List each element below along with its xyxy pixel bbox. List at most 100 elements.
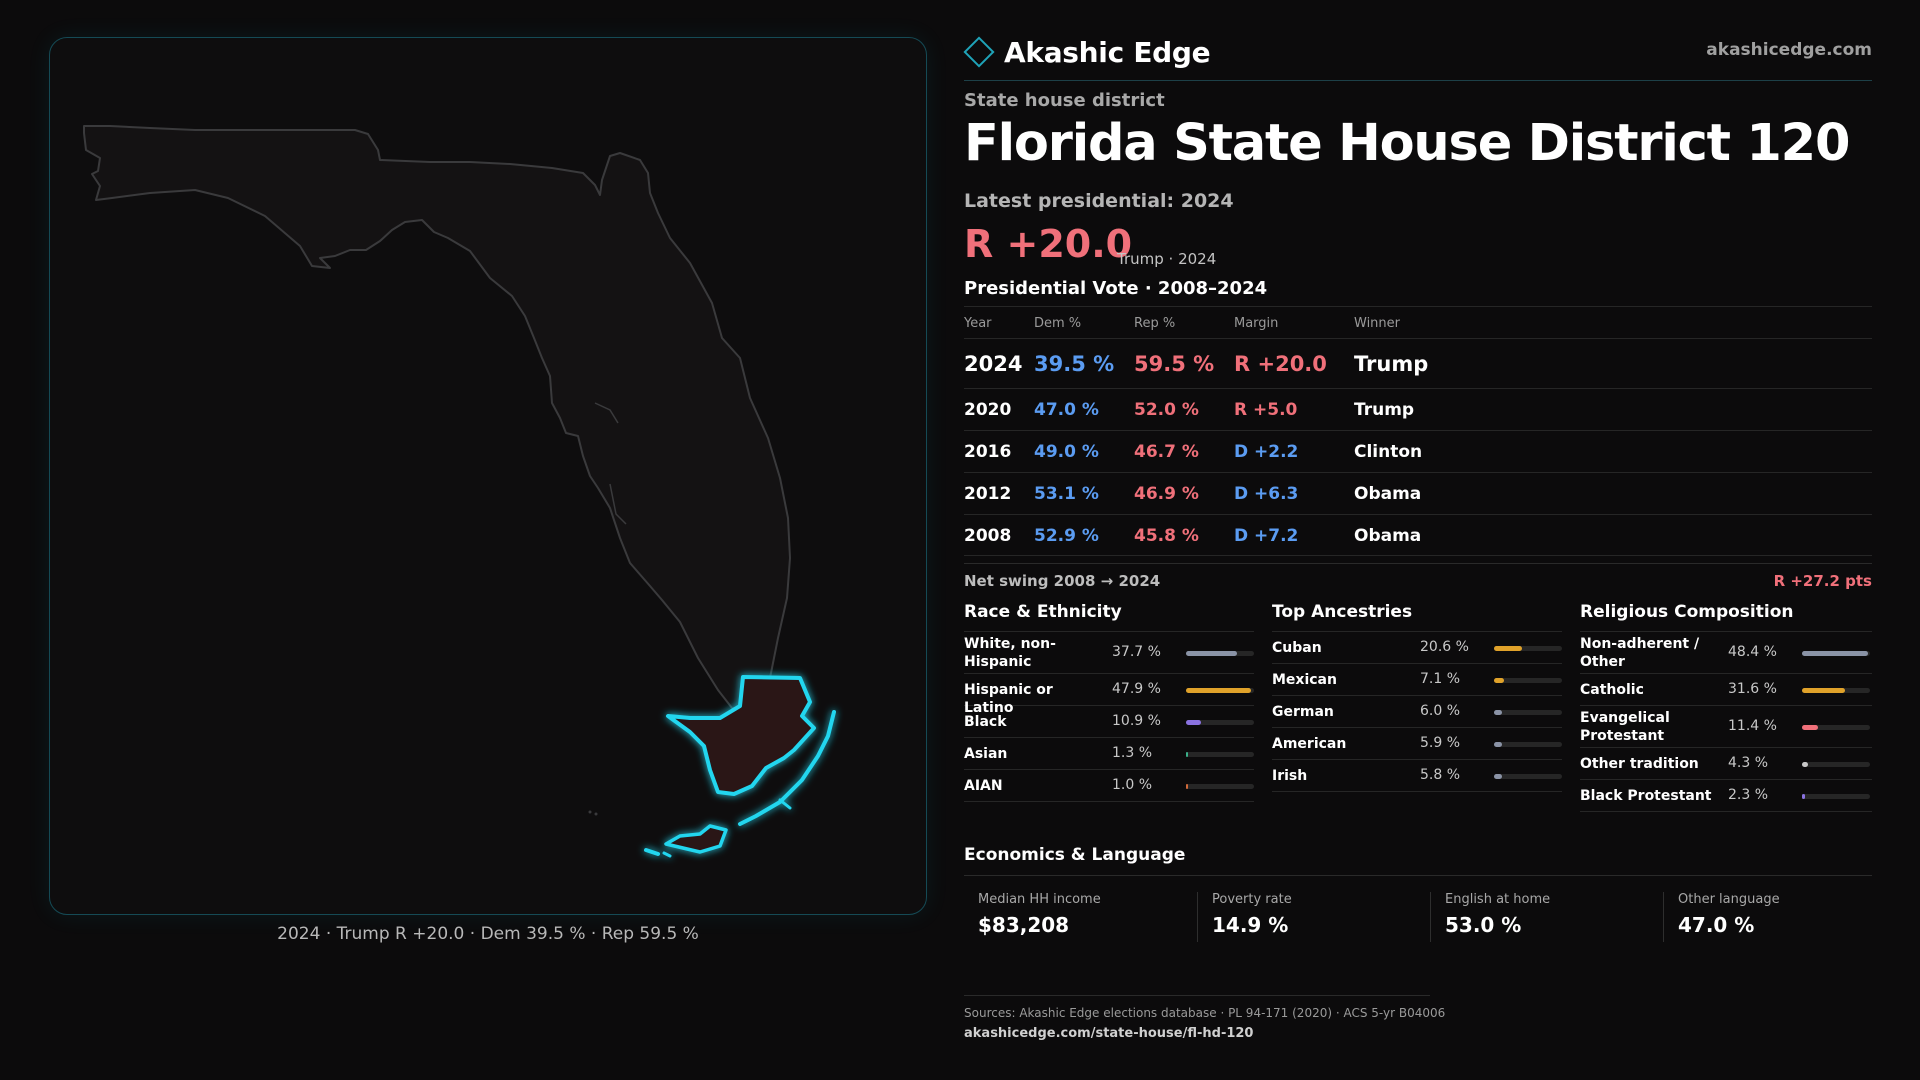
latest-margin-sub: Trump · 2024 [1117,250,1217,268]
list-item: Evangelical Protestant 11.4 % [1580,706,1872,748]
list-item: Black Protestant 2.3 % [1580,780,1872,812]
item-value: 5.8 % [1420,767,1461,783]
map-caption: 2024 · Trump R +20.0 · Dem 39.5 % · Rep … [277,924,699,944]
cell-margin: D +2.2 [1234,442,1299,462]
bar-track [1494,742,1562,747]
religion-section: Religious Composition Non-adherent / Oth… [1580,602,1872,812]
florida-map[interactable] [50,38,927,915]
stat-label: Poverty rate [1212,892,1292,907]
table-row: 2020 47.0 % 52.0 % R +5.0 Trump [964,388,1872,430]
bar-track [1494,678,1562,683]
bar-track [1186,784,1254,789]
bar-fill [1802,725,1818,730]
stat-card: Other language 47.0 % [1663,892,1883,942]
cell-dem: 39.5 % [1034,352,1115,376]
bar-fill [1186,651,1238,656]
header-margin: Margin [1234,316,1279,331]
bar-track [1186,688,1254,693]
latest-margin: R +20.0 [964,222,1133,266]
bar-fill [1494,742,1503,747]
item-value: 20.6 % [1420,639,1469,655]
table-row: 2016 49.0 % 46.7 % D +2.2 Clinton [964,430,1872,472]
item-label: AIAN [964,778,1003,794]
list-item: German 6.0 % [1272,696,1562,728]
cell-winner: Clinton [1354,442,1423,462]
stat-label: Other language [1678,892,1780,907]
item-value: 47.9 % [1112,681,1161,697]
bar-track [1186,651,1254,656]
bar-track [1802,794,1870,799]
bar-fill [1802,762,1808,767]
cell-dem: 53.1 % [1034,484,1099,504]
item-value: 6.0 % [1420,703,1461,719]
cell-margin: R +20.0 [1234,352,1327,376]
sources-text: Sources: Akashic Edge elections database… [964,1006,1446,1020]
list-item: Cuban 20.6 % [1272,632,1562,664]
item-label: Catholic [1580,682,1644,698]
cell-dem: 52.9 % [1034,526,1099,546]
economics-title: Economics & Language [964,845,1186,865]
bar-fill [1186,720,1201,725]
latest-presidential-label: Latest presidential: 2024 [964,190,1234,212]
table-row: 2008 52.9 % 45.8 % D +7.2 Obama [964,514,1872,556]
brand-name: Akashic Edge [1004,35,1211,69]
stat-card: Poverty rate 14.9 % [1197,892,1417,942]
list-item: American 5.9 % [1272,728,1562,760]
cell-rep: 46.9 % [1134,484,1199,504]
list-item: Other tradition 4.3 % [1580,748,1872,780]
bar-track [1494,710,1562,715]
item-label: Black Protestant [1580,788,1712,804]
item-label: American [1272,736,1347,752]
list-item: Hispanic or Latino 47.9 % [964,674,1254,716]
cell-year: 2020 [964,400,1012,420]
item-label: Asian [964,746,1008,762]
table-row: 2012 53.1 % 46.9 % D +6.3 Obama [964,472,1872,514]
brand[interactable]: Akashic Edge [963,32,1211,72]
map-panel[interactable] [49,37,927,915]
cell-winner: Trump [1354,400,1415,420]
district-kicker: State house district [964,90,1165,111]
cell-year: 2024 [964,352,1023,376]
item-value: 5.9 % [1420,735,1461,751]
list-item: Catholic 31.6 % [1580,674,1872,706]
bar-fill [1802,688,1845,693]
item-value: 11.4 % [1728,718,1777,734]
diamond-logo-icon [963,36,995,68]
item-label: Black [964,714,1007,730]
cell-rep: 52.0 % [1134,400,1199,420]
item-value: 1.0 % [1112,777,1153,793]
stat-card: English at home 53.0 % [1430,892,1650,942]
cell-winner: Obama [1354,484,1422,504]
item-label: Mexican [1272,672,1337,688]
bar-track [1494,774,1562,779]
cell-dem: 49.0 % [1034,442,1099,462]
bar-fill [1494,646,1523,651]
item-label: White, non-Hispanic [964,636,1056,670]
bar-track [1802,725,1870,730]
item-label: German [1272,704,1334,720]
bar-track [1186,720,1254,725]
item-value: 4.3 % [1728,755,1769,771]
stat-label: English at home [1445,892,1551,907]
stat-value: 47.0 % [1678,913,1755,937]
details-panel: Akashic Edge akashicedge.com State house… [963,0,1872,1080]
net-swing-label: Net swing 2008 → 2024 [964,572,1161,590]
brand-url[interactable]: akashicedge.com [1706,40,1872,60]
stat-value: 53.0 % [1445,913,1522,937]
divider [964,80,1872,81]
item-value: 37.7 % [1112,644,1161,660]
header-year: Year [964,316,992,331]
header-rep: Rep % [1134,316,1176,331]
bar-track [1802,651,1870,656]
cell-rep: 45.8 % [1134,526,1199,546]
source-link[interactable]: akashicedge.com/state-house/fl-hd-120 [964,1026,1254,1041]
bar-fill [1802,651,1868,656]
table-header: Year Dem % Rep % Margin Winner [964,306,1872,338]
item-label: Non-adherent / Other [1580,636,1700,670]
cell-year: 2008 [964,526,1012,546]
section-title: Race & Ethnicity [964,602,1254,632]
item-value: 31.6 % [1728,681,1777,697]
list-item: Mexican 7.1 % [1272,664,1562,696]
item-label: Evangelical Protestant [1580,710,1670,744]
bar-track [1494,646,1562,651]
